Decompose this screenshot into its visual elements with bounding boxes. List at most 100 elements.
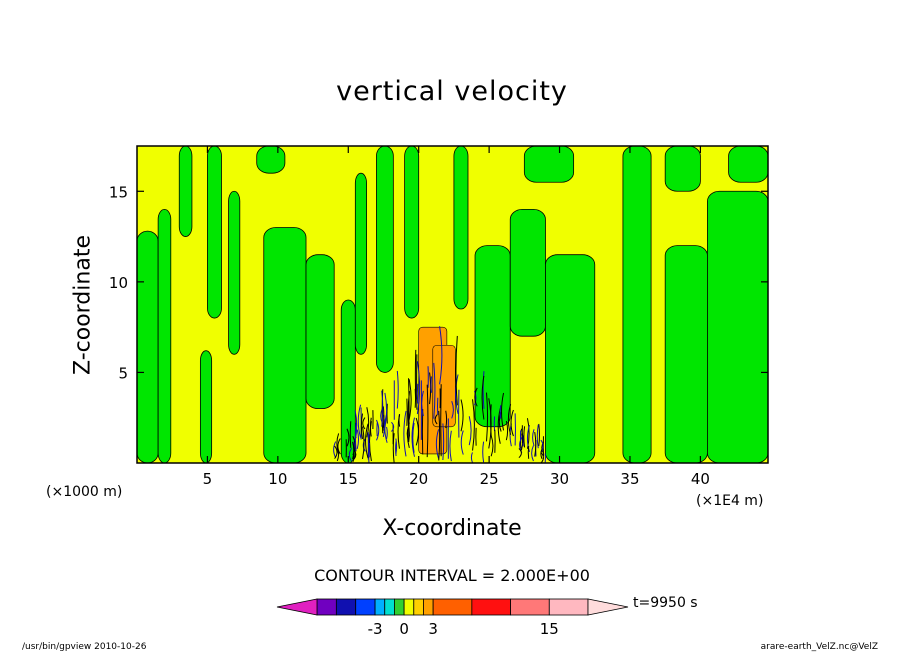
negative-region: [509, 208, 546, 337]
colorbar-label: -3: [368, 620, 383, 638]
contour-line: [362, 426, 365, 460]
negative-region: [453, 145, 469, 310]
contour-line: [532, 429, 535, 446]
contour-line: [497, 408, 501, 444]
contour-line: [438, 410, 441, 461]
colorbar-swatch: [316, 598, 337, 616]
colorbar-swatch: [374, 598, 386, 616]
x-tick-label: 10: [268, 470, 287, 488]
negative-region: [256, 145, 286, 174]
contour-line: [526, 424, 530, 453]
contour-line: [354, 410, 358, 442]
contour-interval-label: CONTOUR INTERVAL = 2.000E+00: [314, 566, 590, 585]
negative-region: [263, 227, 307, 464]
colorbar-swatch: [335, 598, 357, 616]
negative-region: [664, 145, 701, 192]
colorbar-swatch: [432, 598, 473, 616]
contour-line: [518, 448, 522, 459]
contour-line: [490, 435, 494, 457]
contour-line: [334, 445, 338, 459]
contour-line: [468, 416, 472, 446]
contour-line: [408, 379, 412, 420]
contour-line: [352, 436, 356, 456]
contour-line: [353, 449, 357, 460]
contour-line: [435, 429, 440, 459]
colorbar-label: 0: [399, 620, 409, 638]
contour-line: [451, 401, 454, 419]
contour-line: [369, 417, 372, 437]
colorbar-swatch: [394, 598, 405, 616]
contour-line: [455, 335, 458, 406]
contour-line: [395, 438, 398, 455]
contour-line: [460, 430, 464, 455]
contour-line: [510, 409, 514, 437]
x-tick-label: 35: [620, 470, 639, 488]
plot-frame: [136, 145, 769, 464]
negative-region: [376, 145, 394, 373]
contour-line: [333, 441, 337, 458]
y-tick-label: 5: [118, 364, 128, 382]
contour-line: [360, 413, 363, 440]
contour-line: [540, 448, 543, 459]
footer-left: /usr/bin/gpview 2010-10-26: [22, 642, 147, 652]
contour-line: [426, 384, 429, 458]
contour-line: [346, 428, 350, 447]
colorbar-label: 3: [428, 620, 438, 638]
x-tick-label: 5: [203, 470, 213, 488]
contour-line: [381, 390, 384, 427]
contour-line: [534, 432, 537, 457]
contour-line: [536, 424, 539, 449]
contour-line: [460, 399, 464, 432]
negative-region: [305, 254, 335, 410]
contour-line: [412, 422, 415, 453]
colorbar-swatch: [548, 598, 589, 616]
contour-line: [434, 414, 438, 425]
x-tick-label: 25: [480, 470, 499, 488]
contour-line: [474, 390, 477, 406]
contour-line: [433, 362, 436, 419]
contour-line: [398, 414, 401, 427]
contour-line: [391, 421, 395, 432]
contour-line: [381, 389, 384, 434]
chart-title: vertical velocity: [336, 76, 568, 107]
contour-line: [439, 326, 443, 385]
x-unit-right: (×1E4 m): [696, 493, 764, 509]
negative-region: [157, 208, 172, 464]
x-axis-label: X-coordinate: [382, 516, 522, 541]
contour-line: [415, 417, 419, 446]
contour-line: [445, 410, 448, 429]
negative-region: [340, 299, 356, 464]
contour-line: [384, 392, 388, 428]
negative-region: [523, 145, 575, 183]
contour-line: [481, 375, 485, 420]
contour-line: [376, 419, 380, 441]
colorbar-swatch: [510, 598, 550, 616]
contour-line: [337, 438, 341, 455]
negative-region: [622, 145, 652, 464]
contour-line: [366, 407, 370, 438]
x-tick-label: 20: [409, 470, 428, 488]
contour-line: [442, 423, 445, 461]
colorbar-label: 15: [540, 620, 559, 638]
contour-line: [336, 447, 340, 462]
negative-region: [228, 190, 241, 355]
contour-line: [531, 445, 534, 462]
colorbar-swatch: [384, 598, 395, 616]
negative-region: [664, 245, 708, 464]
negative-region: [354, 172, 367, 355]
contour-line: [505, 420, 509, 441]
contour-line: [362, 417, 366, 430]
negative-region: [207, 145, 222, 319]
contour-line: [403, 410, 407, 457]
contour-line: [421, 390, 424, 417]
updraft-core: [432, 344, 456, 428]
contour-line: [455, 374, 459, 415]
time-label: t=9950 s: [633, 595, 698, 611]
contour-line: [538, 423, 540, 447]
contour-line: [386, 426, 388, 439]
contour-line: [474, 387, 478, 407]
contour-line: [396, 370, 399, 409]
contour-line: [486, 392, 489, 442]
y-tick-label: 10: [109, 274, 128, 292]
